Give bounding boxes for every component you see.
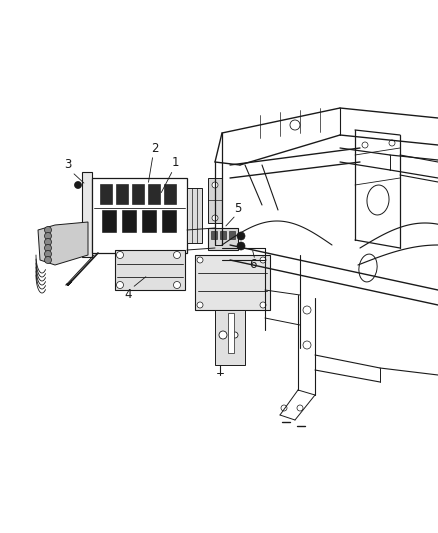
Circle shape [237,242,245,250]
Circle shape [389,140,395,146]
Bar [92,178,187,253]
Circle shape [260,302,266,308]
Bar [102,210,116,232]
Text: 4: 4 [124,288,132,302]
Bar [162,210,176,232]
Circle shape [237,232,245,240]
Circle shape [45,251,52,257]
Circle shape [212,182,218,188]
Circle shape [303,306,311,314]
Circle shape [219,331,227,339]
Bar [164,184,176,204]
Bar [215,310,245,365]
Bar [195,255,270,310]
Bar [116,184,128,204]
Circle shape [260,257,266,263]
Bar [148,184,160,204]
Circle shape [290,120,300,130]
Bar [229,231,235,239]
Bar [220,231,226,239]
Circle shape [117,252,124,259]
Bar [82,172,92,257]
Ellipse shape [359,254,377,282]
Circle shape [45,238,52,246]
Bar [115,250,185,290]
Bar [208,178,222,223]
Circle shape [173,281,180,288]
Text: 6: 6 [249,259,257,271]
Circle shape [45,227,52,233]
Text: 1: 1 [171,157,179,169]
Text: 5: 5 [234,201,242,214]
Circle shape [362,142,368,148]
Circle shape [45,232,52,239]
Bar [187,188,202,243]
Circle shape [45,245,52,252]
Bar [132,184,144,204]
Circle shape [303,341,311,349]
Circle shape [212,215,218,221]
Bar [211,231,217,239]
Bar [122,210,136,232]
Text: 2: 2 [151,141,159,155]
Text: 3: 3 [64,158,72,172]
Circle shape [117,281,124,288]
Circle shape [197,257,203,263]
Polygon shape [38,222,88,265]
Circle shape [232,332,238,338]
Circle shape [297,405,303,411]
Ellipse shape [367,185,389,215]
Circle shape [197,302,203,308]
Bar [100,184,112,204]
Bar [142,210,156,232]
Circle shape [281,405,287,411]
Circle shape [173,252,180,259]
Bar [208,228,238,250]
Circle shape [74,182,81,189]
Circle shape [45,256,52,263]
Bar [228,313,234,353]
